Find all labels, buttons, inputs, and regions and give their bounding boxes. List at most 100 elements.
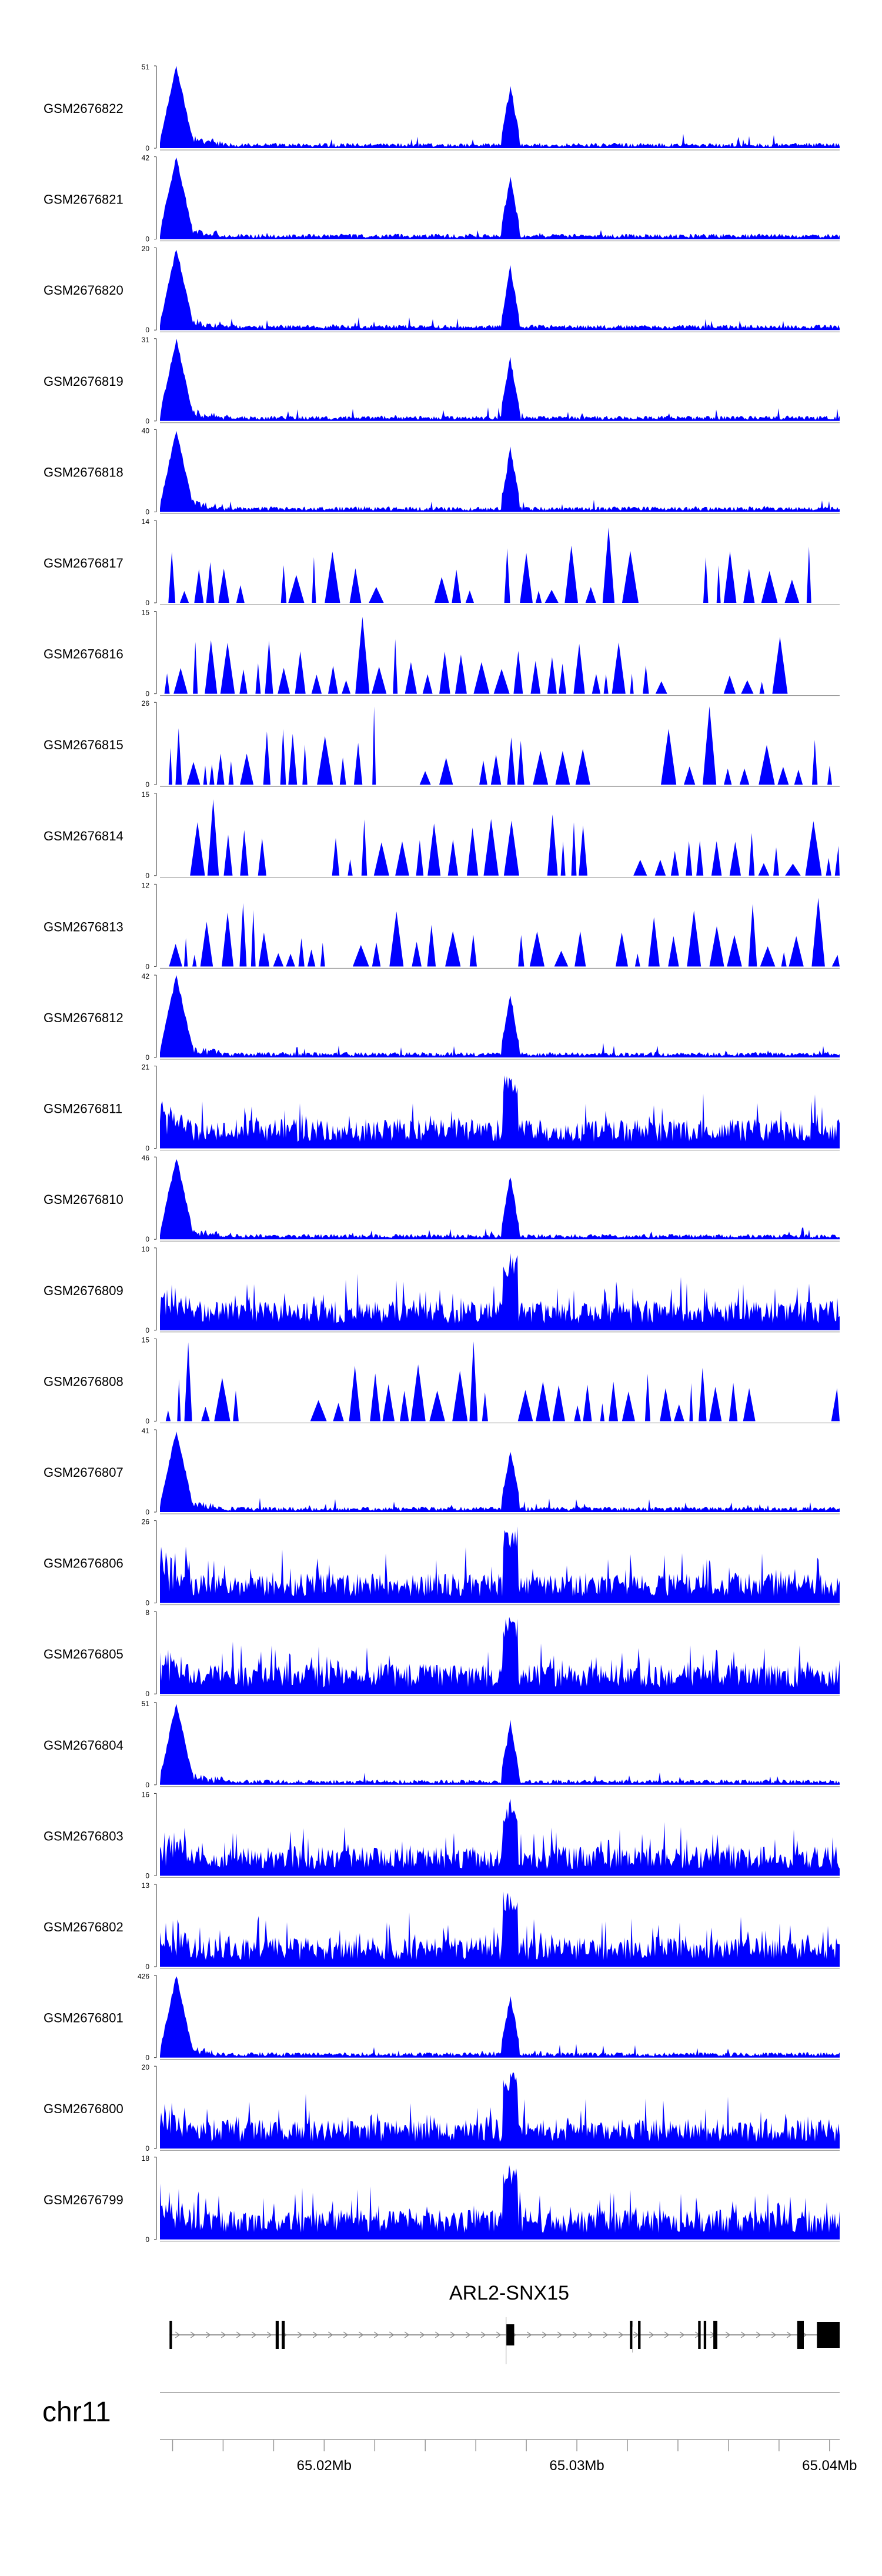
y-min-label: 0 — [145, 872, 149, 880]
coverage-area — [160, 1798, 840, 1876]
coverage-track: GSM2676811 21 0 — [44, 1063, 840, 1153]
strand-arrow-icon — [312, 2331, 318, 2338]
y-max-label: 8 — [145, 1609, 149, 1617]
y-max-label: 15 — [142, 609, 150, 617]
sample-label: GSM2676814 — [44, 829, 123, 843]
strand-arrow-icon — [419, 2331, 425, 2338]
y-max-label: 15 — [142, 790, 150, 799]
coverage-area — [160, 897, 840, 967]
strand-arrow-icon — [266, 2331, 272, 2338]
sample-label: GSM2676811 — [44, 1102, 122, 1116]
sample-label: GSM2676813 — [44, 919, 123, 934]
y-min-label: 0 — [145, 962, 149, 970]
axis-tick-label: 65.02Mb — [297, 2458, 352, 2474]
strand-arrow-icon — [572, 2331, 578, 2338]
strand-arrow-icon — [404, 2331, 410, 2338]
coverage-track: GSM2676821 42 0 — [44, 154, 840, 243]
sample-label: GSM2676820 — [44, 283, 123, 298]
strand-arrow-icon — [297, 2331, 303, 2338]
exon-block — [630, 2321, 633, 2349]
strand-arrow-icon — [389, 2331, 395, 2338]
coverage-track: GSM2676815 26 0 — [44, 699, 840, 789]
exon-block — [703, 2321, 707, 2349]
y-max-label: 13 — [142, 1881, 150, 1890]
strand-arrow-icon — [664, 2331, 670, 2338]
y-max-label: 51 — [142, 1700, 150, 1708]
coverage-track: GSM2676812 42 0 — [44, 972, 840, 1062]
y-max-label: 42 — [142, 972, 150, 980]
y-min-label: 0 — [145, 235, 149, 243]
exon-block — [797, 2321, 804, 2349]
strand-arrow-icon — [679, 2331, 685, 2338]
strand-arrow-icon — [526, 2331, 532, 2338]
y-min-label: 0 — [145, 599, 149, 607]
strand-arrow-icon — [542, 2331, 547, 2338]
strand-arrow-icon — [603, 2331, 609, 2338]
y-max-label: 51 — [142, 63, 150, 71]
coverage-track: GSM2676813 12 0 — [44, 881, 840, 970]
strand-arrow-icon — [786, 2331, 792, 2338]
coverage-track: GSM2676802 13 0 — [44, 1881, 840, 1971]
y-min-label: 0 — [145, 1508, 149, 1516]
coverage-track: GSM2676814 15 0 — [44, 790, 840, 880]
sample-label: GSM2676809 — [44, 1283, 123, 1298]
coverage-track: GSM2676816 15 0 — [44, 609, 840, 698]
sample-label: GSM2676808 — [44, 1374, 123, 1389]
y-min-label: 0 — [145, 1235, 149, 1243]
axis-tick-label: 65.04Mb — [802, 2458, 857, 2474]
sample-label: GSM2676807 — [44, 1465, 123, 1480]
sample-label: GSM2676804 — [44, 1738, 123, 1753]
exon-block — [169, 2321, 172, 2349]
coverage-track: GSM2676799 18 0 — [44, 2154, 840, 2244]
coverage-area — [160, 706, 840, 785]
coverage-area — [160, 66, 840, 148]
coverage-track: GSM2676809 10 0 — [44, 1245, 840, 1334]
coverage-track: GSM2676803 16 0 — [44, 1790, 840, 1880]
strand-arrow-icon — [236, 2331, 242, 2338]
y-min-label: 0 — [145, 1690, 149, 1698]
strand-arrow-icon — [618, 2331, 624, 2338]
exon-block — [282, 2321, 285, 2349]
coverage-track: GSM2676810 46 0 — [44, 1154, 840, 1243]
coverage-area — [160, 1976, 840, 2058]
y-max-label: 31 — [142, 336, 150, 344]
strand-arrow-icon — [435, 2331, 440, 2338]
y-min-label: 0 — [145, 2235, 149, 2244]
coverage-track: GSM2676806 26 0 — [44, 1518, 840, 1607]
y-max-label: 40 — [142, 426, 150, 435]
y-min-label: 0 — [145, 1599, 149, 1607]
y-max-label: 16 — [142, 1790, 150, 1798]
y-min-label: 0 — [145, 326, 149, 334]
y-max-label: 10 — [142, 1245, 150, 1253]
y-max-label: 42 — [142, 154, 150, 162]
coverage-area — [160, 975, 840, 1057]
strand-arrow-icon — [373, 2331, 379, 2338]
strand-arrow-icon — [465, 2331, 471, 2338]
sample-label: GSM2676819 — [44, 374, 123, 389]
coverage-area — [160, 1432, 840, 1512]
coverage-area — [160, 1704, 840, 1785]
y-min-label: 0 — [145, 144, 149, 152]
coverage-area — [160, 2072, 840, 2149]
sample-label: GSM2676799 — [44, 2193, 123, 2207]
strand-arrow-icon — [450, 2331, 456, 2338]
coverage-track: GSM2676820 20 0 — [44, 245, 840, 334]
y-min-label: 0 — [145, 1781, 149, 1789]
strand-arrow-icon — [740, 2331, 746, 2338]
chromosome-label: chr11 — [42, 2397, 111, 2428]
gene-track: ARL2-SNX15 — [169, 2282, 840, 2364]
y-min-label: 0 — [145, 1144, 149, 1153]
y-max-label: 18 — [142, 2154, 150, 2163]
coverage-area — [160, 1891, 840, 1967]
strand-arrow-icon — [756, 2331, 761, 2338]
sample-label: GSM2676821 — [44, 192, 123, 207]
sample-label: GSM2676810 — [44, 1192, 123, 1207]
axis-tick-label: 65.03Mb — [549, 2458, 604, 2474]
coverage-area — [160, 799, 840, 876]
coverage-area — [160, 1159, 840, 1240]
coverage-area — [160, 338, 840, 421]
coverage-area — [160, 249, 840, 331]
coverage-area — [160, 527, 840, 603]
strand-arrow-icon — [343, 2331, 349, 2338]
